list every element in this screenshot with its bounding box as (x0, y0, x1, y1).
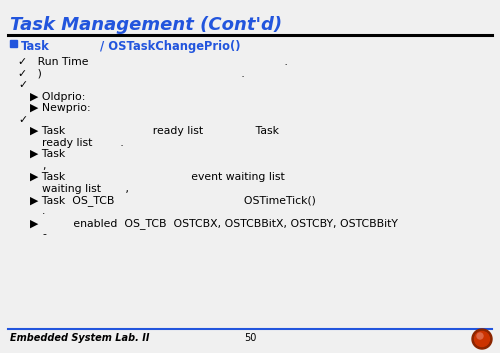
Text: ✓: ✓ (18, 80, 27, 90)
Text: ▶          enabled  OS_TCB  OSTCBX, OSTCBBitX, OSTCBY, OSTCBBitY: ▶ enabled OS_TCB OSTCBX, OSTCBBitX, OSTC… (30, 218, 398, 229)
Text: / OSTaskChangePrio(): / OSTaskChangePrio() (100, 40, 240, 53)
Text: .: . (42, 207, 45, 216)
Text: ▶ Task  OS_TCB                                     OSTimeTick(): ▶ Task OS_TCB OSTimeTick() (30, 195, 316, 206)
Circle shape (477, 333, 483, 339)
Text: ▶ Task: ▶ Task (30, 149, 65, 159)
Text: ▶ Oldprio:: ▶ Oldprio: (30, 91, 86, 102)
Text: ▶ Newprio:: ▶ Newprio: (30, 103, 90, 113)
Circle shape (474, 331, 490, 347)
Text: ▶ Task                         ready list               Task: ▶ Task ready list Task (30, 126, 279, 136)
Text: -: - (42, 229, 46, 239)
Text: waiting list       ,: waiting list , (42, 184, 129, 193)
Text: ▶ Task                                    event waiting list: ▶ Task event waiting list (30, 172, 285, 182)
Bar (10, 40, 17, 47)
Text: ,: , (42, 161, 45, 170)
Text: Task: Task (21, 40, 50, 53)
Text: 50: 50 (244, 333, 256, 343)
Circle shape (472, 329, 492, 349)
Text: Task Management (Cont'd): Task Management (Cont'd) (10, 16, 282, 34)
Text: ✓   )                                                         .: ✓ ) . (18, 68, 245, 78)
Text: ✓   Run Time                                                        .: ✓ Run Time . (18, 57, 288, 67)
Text: Embedded System Lab. II: Embedded System Lab. II (10, 333, 149, 343)
Text: ✓: ✓ (18, 114, 27, 125)
Text: ready list        .: ready list . (42, 138, 124, 148)
